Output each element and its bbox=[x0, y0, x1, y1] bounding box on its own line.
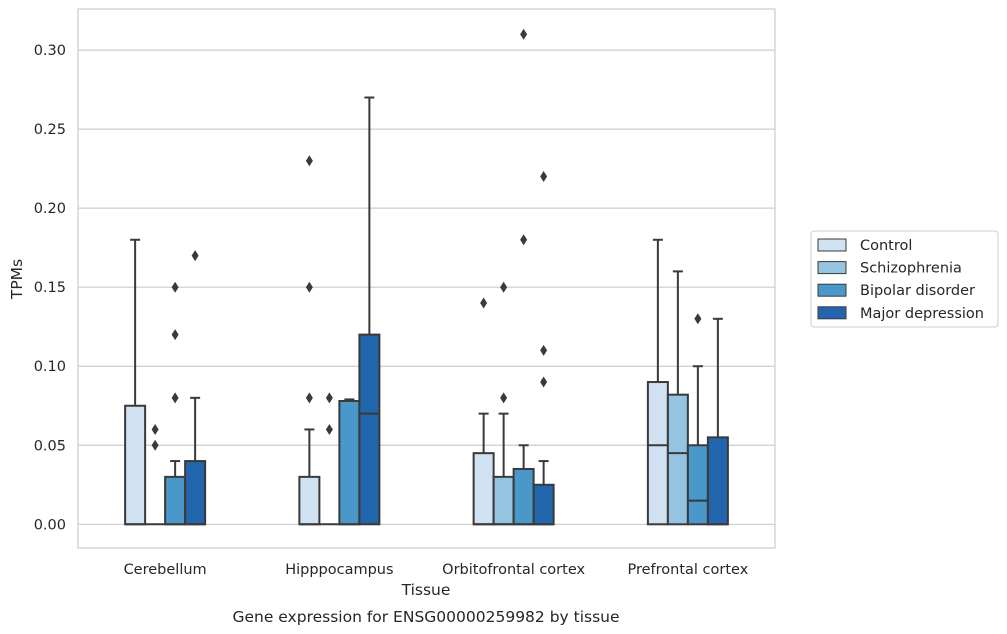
outlier-point bbox=[500, 392, 508, 404]
outlier-point bbox=[171, 329, 179, 341]
plot-area-frame bbox=[77, 8, 776, 549]
box-schizophrenia bbox=[145, 423, 166, 526]
outlier-point bbox=[520, 28, 528, 40]
x-tick-label: Cerebellum bbox=[124, 562, 207, 578]
legend: Control Schizophrenia Bipolar disorder Majo… bbox=[810, 230, 999, 328]
outlier-point bbox=[171, 281, 179, 293]
x-tick-label: Orbitofrontal cortex bbox=[442, 562, 585, 578]
box-body bbox=[666, 393, 689, 526]
box-major-depression bbox=[184, 250, 207, 526]
x-axis-ticks: Cerebellum Hipppocampus Orbitofrontal cort… bbox=[124, 562, 749, 578]
outlier-point bbox=[520, 234, 528, 246]
chart-caption: Gene expression for ENSG00000259982 by t… bbox=[232, 608, 619, 626]
box-body bbox=[338, 400, 361, 526]
box-schizophrenia bbox=[492, 281, 515, 526]
box-control bbox=[472, 297, 495, 526]
x-tick-label: Hipppocampus bbox=[285, 562, 393, 578]
x-tick-label: Prefrontal cortex bbox=[627, 562, 748, 578]
legend-swatch bbox=[817, 306, 847, 320]
legend-label: Control bbox=[860, 238, 912, 254]
box-body bbox=[124, 404, 147, 526]
legend-label: Bipolar disorder bbox=[860, 283, 975, 299]
x-axis-label: Tissue bbox=[401, 581, 451, 599]
box-body bbox=[298, 475, 321, 526]
outlier-point bbox=[500, 281, 508, 293]
legend-frame bbox=[810, 230, 999, 328]
legend-swatch bbox=[817, 261, 847, 275]
y-axis-label: TPMs bbox=[8, 259, 26, 300]
box-body bbox=[686, 444, 709, 526]
legend-items: Control Schizophrenia Bipolar disorder Majo… bbox=[817, 238, 984, 322]
y-tick-label: 0.05 bbox=[34, 438, 66, 454]
legend-swatch bbox=[817, 283, 847, 297]
y-tick-label: 0.25 bbox=[34, 122, 66, 138]
legend-label: Major depression bbox=[860, 306, 984, 322]
outlier-point bbox=[305, 155, 313, 167]
box-body bbox=[164, 475, 187, 526]
outlier-point bbox=[325, 392, 333, 404]
box-control bbox=[124, 238, 147, 526]
y-tick-label: 0.15 bbox=[34, 280, 66, 296]
outlier-point bbox=[171, 392, 179, 404]
box-bipolar-disorder bbox=[686, 313, 709, 526]
outlier-point bbox=[540, 376, 548, 388]
box-body bbox=[512, 467, 535, 526]
outlier-point bbox=[151, 423, 159, 435]
box-body bbox=[492, 475, 515, 526]
box-control bbox=[298, 155, 321, 526]
legend-label: Schizophrenia bbox=[860, 261, 962, 277]
box-major-depression bbox=[706, 317, 729, 526]
box-body bbox=[472, 452, 495, 526]
outlier-point bbox=[151, 439, 159, 451]
outlier-point bbox=[325, 423, 333, 435]
box-body bbox=[184, 460, 207, 526]
box-major-depression bbox=[358, 96, 381, 526]
box-control bbox=[646, 238, 669, 526]
box-bipolar-disorder bbox=[338, 398, 361, 526]
legend-swatch bbox=[817, 238, 847, 252]
box-body bbox=[706, 436, 729, 526]
outlier-point bbox=[480, 297, 488, 309]
box-bipolar-disorder bbox=[512, 28, 535, 526]
box-major-depression bbox=[532, 171, 555, 526]
outlier-point bbox=[305, 281, 313, 293]
outlier-point bbox=[191, 250, 199, 262]
outlier-point bbox=[540, 344, 548, 356]
box-body bbox=[358, 333, 381, 526]
box-bipolar-disorder bbox=[164, 281, 187, 526]
box-schizophrenia bbox=[666, 270, 689, 526]
outlier-point bbox=[305, 392, 313, 404]
y-tick-label: 0.00 bbox=[34, 517, 66, 533]
boxes-layer bbox=[124, 28, 729, 526]
outlier-point bbox=[540, 171, 548, 183]
y-axis-ticks: 0.00 0.05 0.10 0.15 0.20 0.25 0.30 bbox=[34, 43, 66, 533]
box-body bbox=[532, 483, 555, 526]
box-body bbox=[646, 381, 669, 526]
y-tick-label: 0.20 bbox=[34, 201, 66, 217]
outlier-point bbox=[694, 313, 702, 325]
box-schizophrenia bbox=[319, 392, 340, 526]
y-tick-label: 0.30 bbox=[34, 43, 66, 59]
y-tick-label: 0.10 bbox=[34, 359, 66, 375]
